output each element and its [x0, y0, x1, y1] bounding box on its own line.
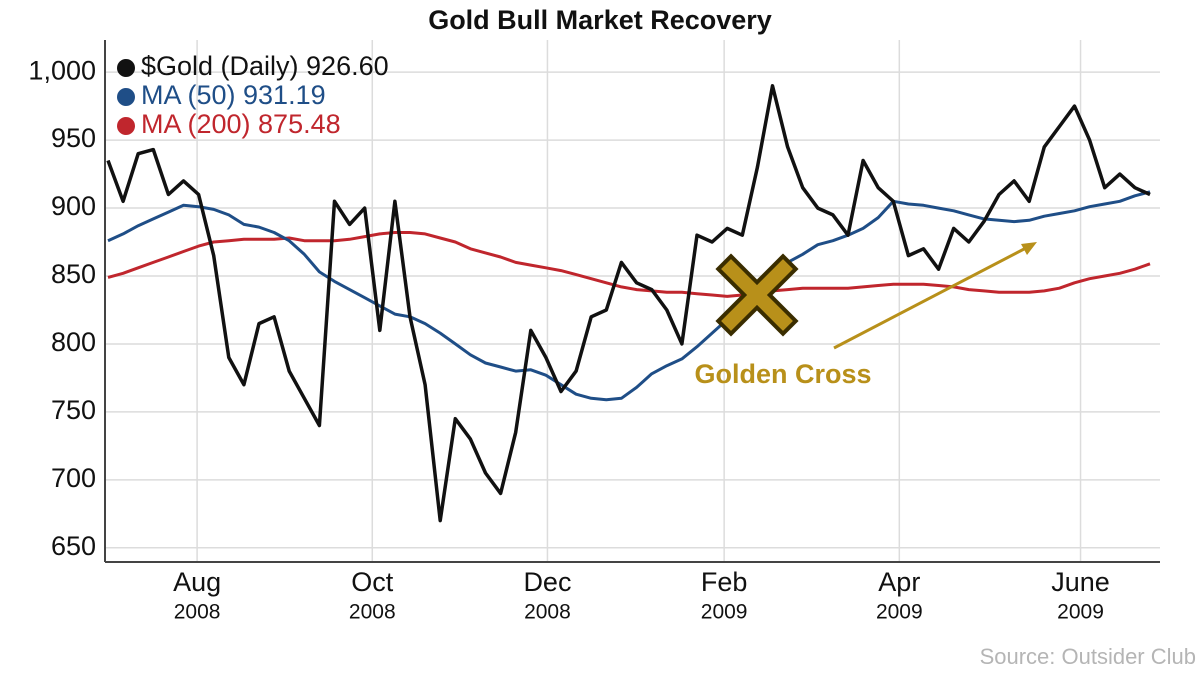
x-tick-label: Aug [173, 567, 221, 597]
y-tick-label: 800 [51, 327, 96, 357]
y-tick-label: 850 [51, 259, 96, 289]
x-tick-sublabel: 2009 [701, 601, 748, 624]
series-line [107, 190, 1151, 402]
series-line [107, 231, 1151, 298]
y-tick-label: 900 [51, 191, 96, 221]
x-tick-label: June [1051, 567, 1110, 597]
x-tick-label: Dec [523, 567, 571, 597]
y-tick-label: 950 [51, 123, 96, 153]
legend-marker [117, 117, 135, 135]
legend-label: $Gold (Daily) 926.60 [141, 51, 389, 81]
chart-title: Gold Bull Market Recovery [428, 5, 772, 35]
x-tick-sublabel: 2009 [876, 601, 923, 624]
x-tick-label: Apr [878, 567, 920, 597]
lines [106, 84, 1151, 523]
legend-label: MA (200) 875.48 [141, 109, 341, 139]
legend-marker [117, 88, 135, 106]
source: Source: Outsider Club [980, 644, 1196, 669]
x-tick-label: Feb [701, 567, 748, 597]
legend-label: MA (50) 931.19 [141, 80, 326, 110]
y-tick-label: 750 [51, 395, 96, 425]
golden-cross-marker [715, 253, 799, 337]
x-tick-sublabel: 2008 [524, 601, 571, 624]
x-tick-label: Oct [351, 567, 394, 597]
y-tick-label: 650 [51, 531, 96, 561]
annotation-arrow [833, 246, 1027, 350]
series-line [106, 84, 1151, 523]
y-tick-label: 700 [51, 463, 96, 493]
x-tick-sublabel: 2008 [349, 601, 396, 624]
y-tick-label: 1,000 [28, 55, 96, 85]
x-tick-sublabel: 2009 [1057, 601, 1104, 624]
legend-marker [117, 59, 135, 77]
annotation-arrowhead [1021, 242, 1037, 255]
x-tick-sublabel: 2008 [174, 601, 221, 624]
annotation: Golden Cross [694, 359, 871, 389]
